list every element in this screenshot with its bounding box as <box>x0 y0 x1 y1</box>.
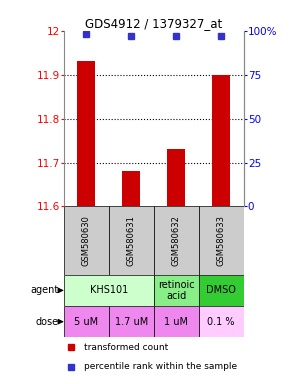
Text: GSM580633: GSM580633 <box>217 215 226 266</box>
Bar <box>154 275 199 306</box>
Text: agent: agent <box>30 285 58 295</box>
Text: percentile rank within the sample: percentile rank within the sample <box>84 362 237 371</box>
Bar <box>109 207 154 275</box>
Bar <box>212 74 230 207</box>
Text: 0.1 %: 0.1 % <box>207 317 235 327</box>
Bar <box>64 275 154 306</box>
Text: retinoic
acid: retinoic acid <box>158 280 195 301</box>
Text: 1 uM: 1 uM <box>164 317 188 327</box>
Text: 1.7 uM: 1.7 uM <box>115 317 148 327</box>
Bar <box>64 207 109 275</box>
Text: GSM580632: GSM580632 <box>172 215 181 266</box>
Text: KHS101: KHS101 <box>90 285 128 295</box>
Bar <box>154 306 199 337</box>
Bar <box>154 207 199 275</box>
Title: GDS4912 / 1379327_at: GDS4912 / 1379327_at <box>85 17 222 30</box>
Text: dose: dose <box>35 317 58 327</box>
Bar <box>122 171 140 207</box>
Bar <box>199 207 244 275</box>
Text: DMSO: DMSO <box>206 285 236 295</box>
Bar <box>77 61 95 207</box>
Text: GSM580630: GSM580630 <box>82 215 91 266</box>
Bar <box>199 306 244 337</box>
Bar <box>109 306 154 337</box>
Bar <box>64 306 109 337</box>
Bar <box>199 275 244 306</box>
Text: 5 uM: 5 uM <box>74 317 98 327</box>
Text: GSM580631: GSM580631 <box>127 215 136 266</box>
Text: transformed count: transformed count <box>84 343 168 351</box>
Bar <box>167 149 185 207</box>
